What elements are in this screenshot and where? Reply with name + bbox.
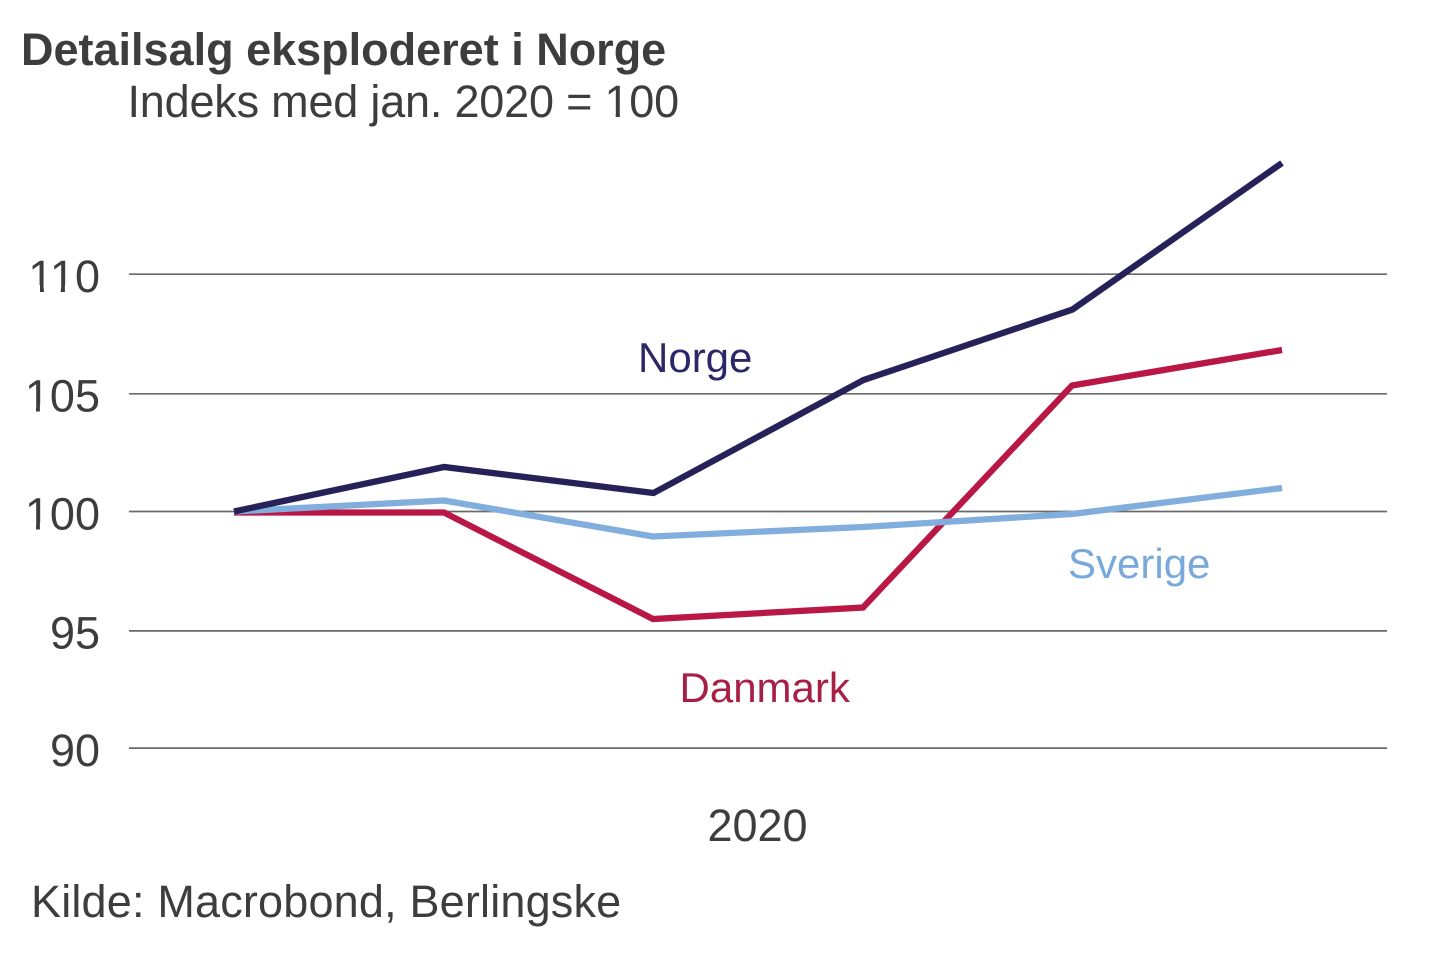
svg-text:Indeks med jan. 2020 = 100: Indeks med jan. 2020 = 100 (128, 76, 679, 127)
svg-text:Detailsalg eksploderet i Norge: Detailsalg eksploderet i Norge (21, 24, 666, 75)
svg-text:Danmark: Danmark (680, 664, 851, 711)
svg-text:105: 105 (25, 371, 100, 422)
svg-text:100: 100 (25, 489, 100, 540)
svg-text:Kilde: Macrobond, Berlingske: Kilde: Macrobond, Berlingske (31, 876, 621, 927)
svg-text:2020: 2020 (707, 800, 807, 851)
svg-text:Sverige: Sverige (1068, 540, 1210, 587)
svg-text:110: 110 (28, 251, 100, 302)
svg-text:90: 90 (50, 725, 100, 776)
svg-text:Norge: Norge (638, 334, 752, 381)
svg-text:95: 95 (50, 608, 100, 659)
